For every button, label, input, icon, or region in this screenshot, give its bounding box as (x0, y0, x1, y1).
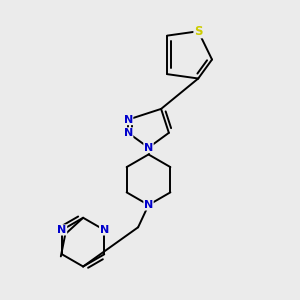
Text: N: N (124, 128, 133, 138)
Text: N: N (144, 142, 153, 153)
Text: N: N (144, 200, 153, 210)
Text: N: N (100, 225, 109, 235)
Text: N: N (57, 225, 67, 235)
Text: S: S (194, 25, 202, 38)
Text: N: N (124, 115, 133, 124)
